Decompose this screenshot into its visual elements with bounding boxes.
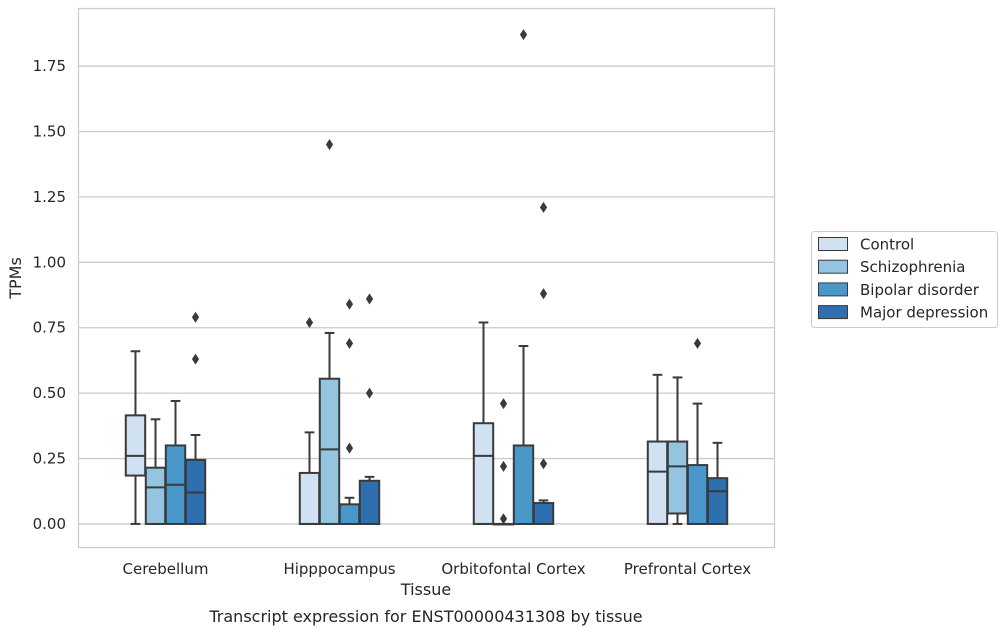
box-body xyxy=(338,503,361,525)
legend-label: Control xyxy=(860,236,914,254)
y-tick-label: 1.75 xyxy=(33,57,66,75)
box-1-3 xyxy=(358,293,381,525)
legend-label: Major depression xyxy=(860,304,988,322)
plot-area xyxy=(77,7,776,549)
y-tick-label: 0.00 xyxy=(33,515,66,533)
legend-swatch xyxy=(818,305,848,320)
box-1-2 xyxy=(338,298,361,525)
outlier-point xyxy=(499,398,508,410)
box-3-1 xyxy=(666,376,689,525)
box-0-2 xyxy=(164,399,187,525)
y-axis-label: TPMs xyxy=(6,257,25,300)
outlier-point xyxy=(345,337,354,349)
outlier-point xyxy=(499,513,508,525)
box-body xyxy=(318,377,341,525)
outlier-point xyxy=(305,316,314,329)
y-tick-label: 1.25 xyxy=(33,188,66,206)
boxes xyxy=(124,29,729,526)
box-2-1 xyxy=(492,398,515,526)
box-body xyxy=(666,440,689,515)
x-tick-label: Hipppocampus xyxy=(283,560,395,578)
box-2-2 xyxy=(512,29,535,525)
x-tick-labels: Cerebellum Hipppocampus Orbitofontal Corte… xyxy=(123,560,752,578)
x-tick-label: Orbitofontal Cortex xyxy=(441,560,585,578)
box-body xyxy=(472,422,495,525)
x-axis-label: Tissue xyxy=(400,580,451,599)
outlier-point xyxy=(191,311,200,323)
y-tick-label: 0.75 xyxy=(33,319,66,337)
outlier-point xyxy=(519,29,528,41)
box-body xyxy=(124,414,147,477)
box-body xyxy=(686,464,709,525)
box-body xyxy=(512,444,535,525)
box-body xyxy=(144,466,167,525)
box-3-3 xyxy=(706,441,729,525)
legend-frame xyxy=(811,231,998,328)
y-tick-labels: 0.00 0.25 0.50 0.75 1.00 1.25 1.50 1.75 xyxy=(33,57,66,533)
box-0-1 xyxy=(144,418,167,525)
outlier-point xyxy=(365,293,374,305)
legend-label: Schizophrenia xyxy=(860,258,965,276)
outlier-point xyxy=(539,288,548,300)
y-tick-label: 0.25 xyxy=(33,450,66,468)
chart-title: Transcript expression for ENST0000043130… xyxy=(208,607,642,626)
legend: Control Schizophrenia Bipolar disorder Majo… xyxy=(811,231,998,328)
box-0-0 xyxy=(124,350,147,525)
box-2-0 xyxy=(472,321,495,525)
box-body xyxy=(358,479,381,525)
box-body xyxy=(646,440,669,525)
box-0-3 xyxy=(184,311,207,525)
x-tick-label: Prefrontal Cortex xyxy=(624,560,751,578)
outlier-point xyxy=(345,298,354,310)
legend-swatch xyxy=(818,237,848,251)
outlier-point xyxy=(499,460,508,472)
box-3-2 xyxy=(686,337,709,525)
box-body xyxy=(298,471,321,525)
outlier-point xyxy=(191,353,200,365)
outlier-point xyxy=(693,337,702,349)
y-tick-label: 1.00 xyxy=(33,253,66,271)
y-tick-label: 0.50 xyxy=(33,384,66,402)
box-2-3 xyxy=(532,201,555,525)
box-1-0 xyxy=(298,316,321,525)
outlier-point xyxy=(325,139,334,151)
legend-swatch xyxy=(818,259,848,274)
outlier-point xyxy=(345,442,354,454)
box-body xyxy=(706,477,729,525)
outlier-point xyxy=(365,387,374,399)
box-1-1 xyxy=(318,139,341,525)
y-tick-label: 1.50 xyxy=(33,122,66,140)
box-3-0 xyxy=(646,373,669,525)
box-body xyxy=(532,502,555,525)
outlier-point xyxy=(539,201,548,213)
legend-swatch xyxy=(818,282,848,297)
x-tick-label: Cerebellum xyxy=(123,560,209,578)
outlier-point xyxy=(539,458,548,470)
y-gridlines xyxy=(78,65,775,525)
legend-label: Bipolar disorder xyxy=(860,281,980,299)
